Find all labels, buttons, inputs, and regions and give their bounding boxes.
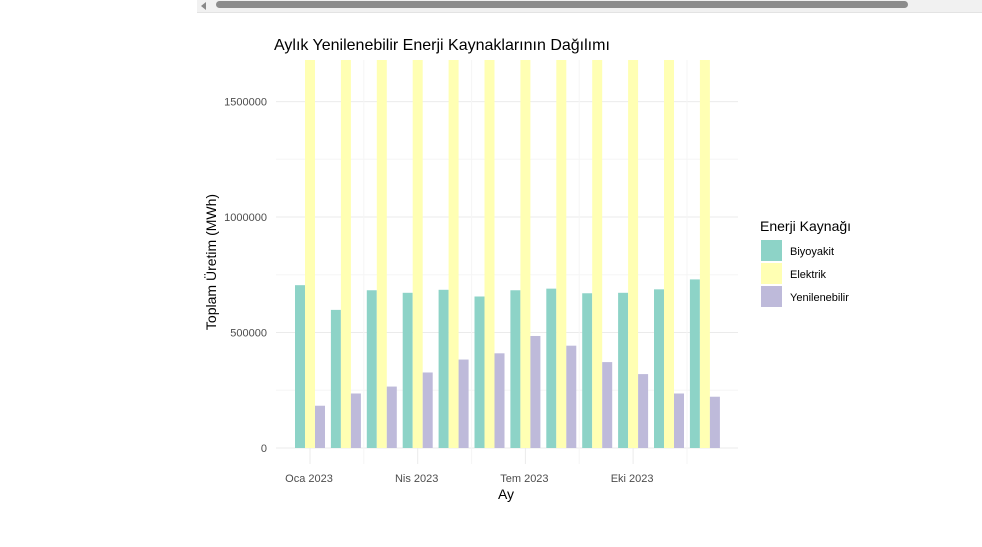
x-tick-label: Tem 2023 [500, 473, 548, 485]
bar-yenilenebilir-2023-10 [638, 374, 649, 448]
bar-elektrik-2023-07 [520, 60, 531, 448]
bar-elektrik-2023-05 [448, 60, 459, 448]
legend-label-yenilenebilir: Yenilenebilir [790, 292, 849, 304]
bar-yenilenebilir-2023-09 [602, 362, 613, 448]
legend-swatch-elektrik [761, 263, 782, 284]
legend-swatch-yenilenebilir [761, 286, 782, 307]
legend-title: Enerji Kaynağı [760, 218, 851, 234]
y-tick-label: 500000 [230, 328, 267, 340]
bar-biyoyakit-2023-12 [689, 279, 700, 448]
horizontal-scrollbar[interactable] [197, 0, 982, 13]
bar-yenilenebilir-2023-03 [386, 386, 397, 448]
scroll-left-arrow-icon[interactable] [201, 2, 206, 10]
bar-elektrik-2023-08 [556, 60, 567, 448]
bar-biyoyakit-2023-10 [618, 292, 629, 448]
x-axis-title: Ay [498, 486, 514, 502]
bar-elektrik-2023-03 [376, 60, 387, 448]
bar-biyoyakit-2023-01 [295, 285, 305, 448]
bar-yenilenebilir-2023-04 [422, 372, 433, 448]
legend-label-elektrik: Elektrik [790, 269, 827, 281]
bar-elektrik-2023-12 [699, 60, 710, 448]
bar-yenilenebilir-2023-05 [458, 359, 469, 448]
bar-biyoyakit-2023-09 [582, 293, 593, 448]
bar-yenilenebilir-2023-02 [350, 393, 361, 448]
bar-elektrik-2023-02 [340, 60, 351, 448]
bar-elektrik-2023-11 [664, 60, 674, 448]
y-tick-label: 1500000 [224, 97, 267, 109]
legend-label-biyoyakit: Biyoyakit [790, 246, 834, 258]
bar-biyoyakit-2023-02 [330, 309, 341, 448]
y-axis-ticks: 0 500000 1000000 1500000 [224, 97, 267, 455]
bar-elektrik-2023-01 [305, 60, 315, 448]
bar-elektrik-2023-04 [412, 60, 423, 448]
bar-biyoyakit-2023-07 [510, 290, 521, 448]
bar-elektrik-2023-10 [628, 60, 639, 448]
bar-yenilenebilir-2023-12 [709, 396, 720, 448]
scrollbar-thumb[interactable] [216, 1, 908, 8]
x-tick-label: Oca 2023 [285, 473, 333, 485]
bar-elektrik-2023-06 [484, 60, 495, 448]
legend-swatch-biyoyakit [761, 240, 782, 261]
bar-yenilenebilir-2023-01 [315, 405, 325, 448]
bar-biyoyakit-2023-11 [654, 289, 664, 448]
y-tick-label: 0 [261, 443, 267, 455]
bar-elektrik-2023-09 [592, 60, 603, 448]
legend: Enerji Kaynağı Biyoyakit Elektrik Yenilene… [760, 218, 851, 307]
x-axis-ticks: Oca 2023 Nis 2023 Tem 2023 Eki 2023 [285, 473, 653, 485]
x-tick-label: Nis 2023 [395, 473, 438, 485]
chart-title: Aylık Yenilenebilir Enerji Kaynaklarının… [274, 37, 610, 54]
bar-biyoyakit-2023-06 [474, 296, 485, 448]
y-tick-label: 1000000 [224, 212, 267, 224]
bar-yenilenebilir-2023-08 [566, 345, 577, 448]
bar-yenilenebilir-2023-06 [494, 353, 505, 448]
bar-biyoyakit-2023-05 [438, 289, 449, 448]
bar-yenilenebilir-2023-11 [674, 393, 684, 448]
bar-biyoyakit-2023-03 [366, 290, 377, 448]
y-axis-title: Toplam Üretim (MWh) [202, 194, 219, 330]
bar-yenilenebilir-2023-07 [530, 335, 541, 448]
x-tick-label: Eki 2023 [611, 473, 654, 485]
bar-biyoyakit-2023-04 [402, 292, 413, 448]
bars [295, 60, 720, 448]
bar-biyoyakit-2023-08 [546, 288, 557, 448]
